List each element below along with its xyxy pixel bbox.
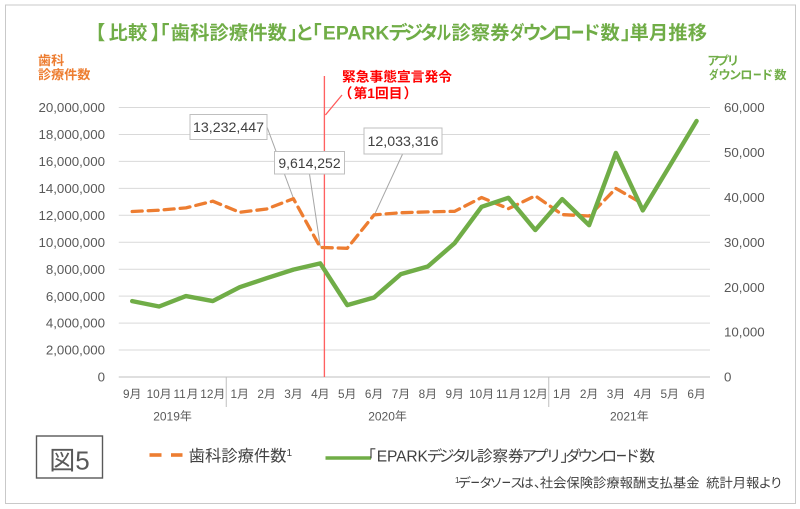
- svg-text:10: 10: [469, 387, 483, 401]
- svg-text:2: 2: [580, 387, 587, 401]
- svg-text:10,000,000: 10,000,000: [38, 235, 105, 250]
- svg-text:11: 11: [174, 387, 186, 401]
- svg-text:4,000,000: 4,000,000: [46, 316, 105, 331]
- svg-text:4: 4: [634, 387, 641, 401]
- svg-text:9: 9: [123, 387, 130, 401]
- svg-text:3: 3: [607, 387, 614, 401]
- svg-text:20,000: 20,000: [724, 280, 765, 295]
- svg-text:14,000,000: 14,000,000: [38, 181, 105, 196]
- svg-text:3: 3: [284, 387, 291, 401]
- svg-text:8: 8: [419, 387, 426, 401]
- svg-text:EPARK: EPARK: [377, 449, 429, 466]
- svg-text:8,000,000: 8,000,000: [46, 262, 105, 277]
- svg-text:2021: 2021: [610, 409, 637, 423]
- svg-text:6,000,000: 6,000,000: [46, 289, 105, 304]
- svg-text:7: 7: [392, 387, 399, 401]
- svg-text:2019: 2019: [153, 409, 180, 423]
- svg-text:50,000: 50,000: [724, 145, 765, 160]
- svg-text:EPARK: EPARK: [323, 24, 389, 45]
- svg-text:6: 6: [687, 387, 694, 401]
- svg-text:0: 0: [98, 370, 105, 385]
- svg-text:12: 12: [523, 387, 536, 401]
- svg-text:12,000,000: 12,000,000: [38, 208, 105, 223]
- svg-text:13,232,447: 13,232,447: [193, 120, 264, 136]
- svg-text:2: 2: [257, 387, 264, 401]
- svg-text:16,000,000: 16,000,000: [38, 154, 105, 169]
- svg-text:10: 10: [147, 387, 161, 401]
- svg-text:11: 11: [496, 387, 508, 401]
- svg-text:5: 5: [661, 387, 668, 401]
- svg-text:40,000: 40,000: [724, 190, 765, 205]
- svg-text:10,000: 10,000: [724, 325, 765, 340]
- svg-text:30,000: 30,000: [724, 235, 765, 250]
- svg-text:60,000: 60,000: [724, 100, 765, 115]
- svg-text:2,000,000: 2,000,000: [46, 343, 105, 358]
- svg-text:5: 5: [338, 387, 345, 401]
- svg-text:1: 1: [231, 387, 238, 401]
- svg-text:5: 5: [75, 446, 89, 476]
- svg-text:1: 1: [553, 387, 560, 401]
- svg-text:9: 9: [446, 387, 453, 401]
- svg-text:0: 0: [724, 370, 731, 385]
- svg-text:12,033,316: 12,033,316: [367, 134, 438, 150]
- svg-text:20,000,000: 20,000,000: [38, 100, 105, 115]
- svg-text:18,000,000: 18,000,000: [38, 127, 105, 142]
- svg-text:9,614,252: 9,614,252: [278, 155, 340, 171]
- svg-text:4: 4: [311, 387, 318, 401]
- svg-text:12: 12: [200, 387, 213, 401]
- svg-text:1: 1: [287, 448, 293, 459]
- svg-text:1: 1: [367, 86, 375, 101]
- svg-text:6: 6: [365, 387, 372, 401]
- svg-text:1: 1: [455, 476, 460, 485]
- svg-text:2020: 2020: [368, 409, 395, 423]
